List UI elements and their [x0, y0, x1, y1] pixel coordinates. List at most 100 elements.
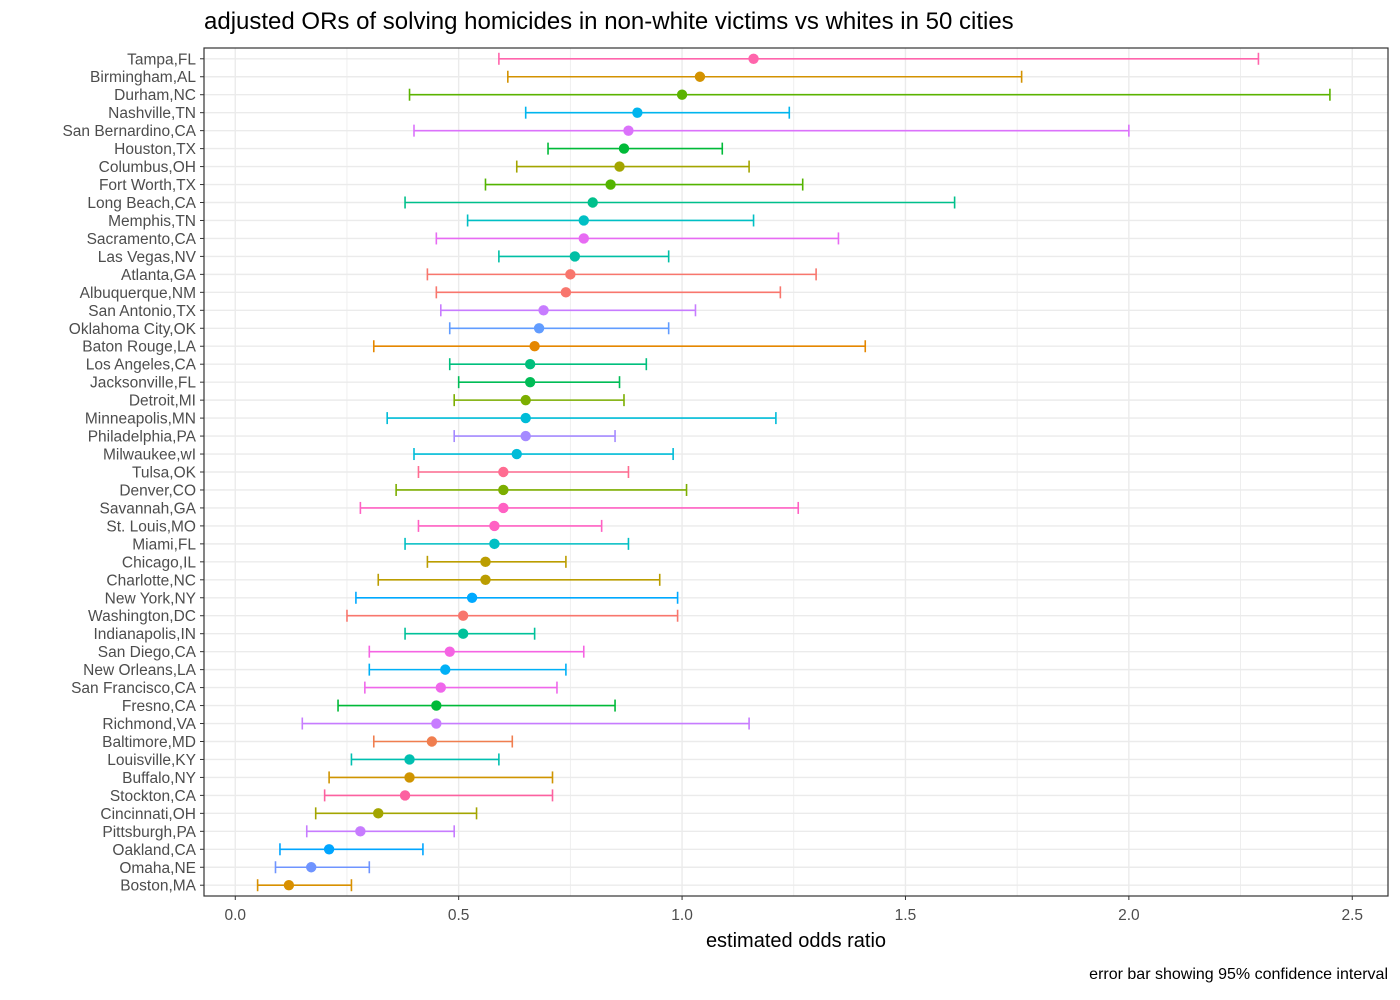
point-estimate — [457, 610, 469, 621]
point-estimate — [489, 520, 500, 532]
y-tick-label: Jacksonville,FL — [90, 375, 196, 392]
y-tick-label: New Orleans,LA — [83, 662, 197, 679]
y-tick-label: Savannah,GA — [99, 500, 196, 517]
x-tick-label: 0.0 — [224, 907, 246, 924]
y-tick-label: Houston,TX — [114, 141, 197, 158]
point-estimate — [373, 808, 384, 819]
point-estimate — [431, 700, 442, 711]
point-estimate — [489, 538, 500, 550]
x-tick-label: 2.5 — [1341, 907, 1363, 924]
y-tick-label: Baton Rouge,LA — [82, 339, 196, 356]
y-tick-label: Tampa,FL — [127, 51, 196, 68]
y-tick-label: Las Vegas,NV — [98, 249, 197, 266]
y-tick-label: Fresno,CA — [122, 698, 197, 715]
point-estimate — [605, 179, 616, 190]
y-tick-label: Oklahoma City,OK — [69, 321, 197, 338]
point-estimate — [614, 161, 625, 172]
y-tick-label: Stockton,CA — [110, 788, 197, 805]
y-tick-label: Sacramento,CA — [87, 231, 197, 248]
point-estimate — [498, 484, 509, 496]
y-tick-label: Denver,CO — [119, 482, 196, 499]
point-estimates — [283, 53, 759, 891]
point-estimate — [524, 359, 536, 370]
point-estimate — [431, 718, 442, 729]
point-estimate — [283, 880, 295, 891]
y-tick-label: St. Louis,MO — [106, 518, 196, 535]
y-tick-label: San Bernardino,CA — [62, 123, 196, 140]
y-tick-label: Long Beach,CA — [87, 195, 196, 212]
y-tick-label: Pittsburgh,PA — [102, 824, 196, 841]
y-tick-label: Minneapolis,MN — [85, 411, 196, 428]
point-estimate — [498, 502, 509, 514]
y-tick-label: Durham,NC — [114, 87, 196, 104]
point-estimate — [520, 430, 531, 442]
caption: error bar showing 95% confidence interva… — [1089, 966, 1388, 983]
y-tick-label: Louisville,KY — [107, 752, 196, 769]
y-tick-label: Albuquerque,NM — [80, 285, 196, 302]
y-tick-label: Charlotte,NC — [106, 572, 196, 589]
point-estimate — [520, 412, 531, 424]
point-estimate — [457, 628, 469, 639]
point-estimate — [323, 844, 335, 855]
y-tick-label: Miami,FL — [132, 536, 196, 553]
point-estimate — [435, 682, 446, 693]
y-tick-label: San Francisco,CA — [71, 680, 197, 697]
point-estimate — [748, 53, 759, 64]
y-tick-label: Columbus,OH — [99, 159, 196, 176]
point-estimate — [480, 556, 491, 568]
point-estimate — [578, 215, 589, 226]
point-estimate — [578, 233, 589, 244]
y-tick-label: Buffalo,NY — [122, 770, 196, 787]
y-tick-label: Memphis,TN — [108, 213, 196, 230]
point-estimate — [466, 592, 478, 603]
x-tick-label: 1.0 — [671, 907, 693, 924]
point-estimate — [533, 323, 545, 334]
y-tick-label: Chicago,IL — [122, 554, 196, 571]
y-tick-label: Fort Worth,TX — [99, 177, 197, 194]
point-estimate — [480, 574, 491, 585]
point-estimate — [587, 197, 598, 208]
error-bars — [256, 52, 1331, 892]
y-tick-label: Philadelphia,PA — [88, 429, 197, 446]
y-tick-label: San Diego,CA — [98, 644, 197, 661]
point-estimate — [444, 646, 455, 657]
y-tick-label: Washington,DC — [88, 608, 196, 625]
y-tick-label: Tulsa,OK — [132, 465, 197, 482]
point-estimate — [520, 394, 531, 406]
point-estimate — [694, 71, 706, 82]
point-estimate — [306, 862, 317, 873]
x-tick-label: 1.5 — [895, 907, 917, 924]
point-estimate — [560, 287, 572, 298]
y-tick-label: Atlanta,GA — [121, 267, 197, 284]
x-tick-label: 2.0 — [1118, 907, 1140, 924]
point-estimate — [632, 107, 643, 118]
point-estimate — [404, 772, 415, 783]
y-tick-label: Detroit,MI — [129, 393, 196, 410]
point-estimate — [426, 736, 438, 747]
point-estimate — [440, 664, 451, 675]
y-tick-label: Milwaukee,wI — [103, 447, 196, 464]
point-estimate — [529, 341, 540, 352]
y-tick-label: Indianapolis,IN — [93, 626, 196, 643]
point-estimate — [565, 269, 576, 280]
y-tick-label: Boston,MA — [120, 878, 196, 895]
point-estimate — [511, 448, 522, 460]
y-tick-label: Los Angeles,CA — [86, 357, 197, 374]
point-estimate — [676, 89, 688, 100]
y-tick-label: Cincinnati,OH — [100, 806, 196, 823]
y-tick-label: Baltimore,MD — [102, 734, 196, 751]
point-estimate — [569, 251, 581, 262]
y-tick-label: San Antonio,TX — [88, 303, 196, 320]
x-axis-label: estimated odds ratio — [705, 930, 887, 952]
point-estimate — [355, 826, 366, 837]
y-tick-label: New York,NY — [105, 590, 196, 607]
y-axis-ticks: Tampa,FLBirmingham,ALDurham,NCNashville,… — [62, 51, 204, 895]
y-tick-label: Richmond,VA — [102, 716, 196, 733]
y-tick-label: Birmingham,AL — [90, 69, 196, 86]
x-axis-ticks: 0.0 0.5 1.0 1.5 2.0 2.5 — [224, 896, 1363, 924]
point-estimate — [404, 754, 415, 765]
y-tick-label: Oakland,CA — [112, 842, 196, 859]
point-estimate — [623, 125, 634, 136]
point-estimate — [498, 466, 509, 478]
